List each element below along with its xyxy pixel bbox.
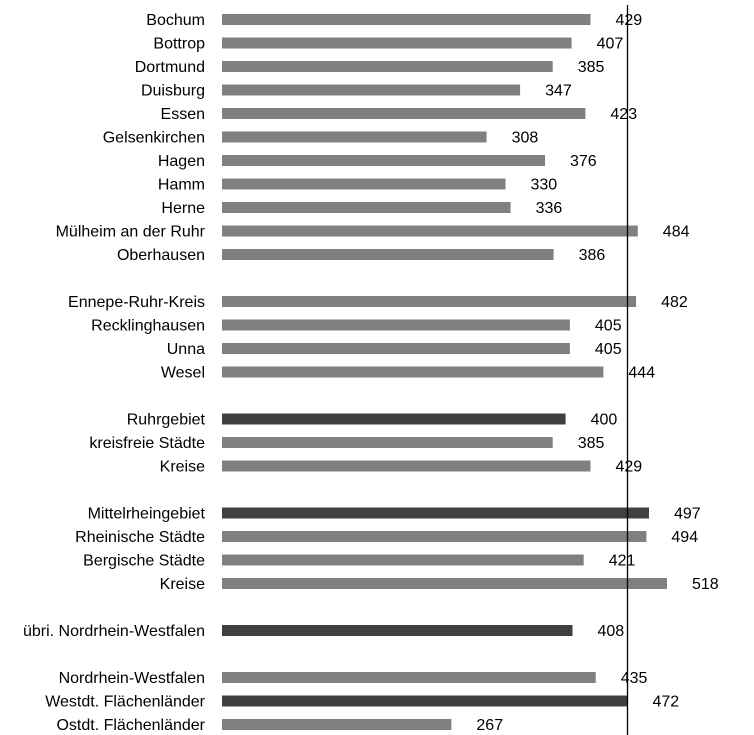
bar <box>222 202 511 213</box>
category-label: Kreise <box>160 576 205 593</box>
value-label: 336 <box>536 200 563 217</box>
category-label: Mittelrheingebiet <box>88 506 206 523</box>
value-label: 407 <box>597 36 624 53</box>
value-label: 386 <box>579 247 606 264</box>
bar <box>222 719 452 730</box>
value-label: 376 <box>570 153 597 170</box>
value-label: 421 <box>609 553 636 570</box>
category-label: Kreise <box>160 459 205 476</box>
bar <box>222 37 572 49</box>
category-label: Herne <box>161 200 205 217</box>
bar <box>222 366 604 378</box>
category-label: Dortmund <box>135 59 205 76</box>
category-label: Hagen <box>158 153 205 170</box>
bar <box>222 61 553 72</box>
value-label: 385 <box>578 435 605 452</box>
value-label: 472 <box>653 694 680 711</box>
bars-layer <box>222 14 667 730</box>
category-label: Ostdt. Flächenländer <box>56 717 205 734</box>
value-label: 484 <box>663 224 690 241</box>
value-label: 405 <box>595 318 622 335</box>
category-label: Ruhrgebiet <box>127 412 206 429</box>
bar <box>222 578 667 589</box>
category-label: Ennepe-Ruhr-Kreis <box>68 294 205 311</box>
bar <box>222 178 506 190</box>
category-label: Recklinghausen <box>91 318 205 335</box>
bar <box>222 108 586 119</box>
bar <box>222 155 545 166</box>
value-label: 482 <box>661 294 688 311</box>
bar <box>222 343 570 354</box>
category-label: Essen <box>161 106 205 123</box>
bar <box>222 507 649 519</box>
category-label: Mülheim an der Ruhr <box>56 224 206 241</box>
category-label: Bottrop <box>153 36 205 53</box>
value-label: 518 <box>692 576 719 593</box>
value-label: 429 <box>616 459 643 476</box>
value-label: 423 <box>610 106 637 123</box>
bar <box>222 695 628 707</box>
category-label: Rheinische Städte <box>75 529 205 546</box>
category-label: Duisburg <box>141 83 205 100</box>
value-label: 405 <box>595 341 622 358</box>
value-label: 444 <box>628 365 655 382</box>
bar <box>222 296 637 307</box>
bar <box>222 225 638 237</box>
value-label: 267 <box>476 717 503 734</box>
category-label: Hamm <box>158 177 205 194</box>
bar <box>222 413 566 425</box>
value-label: 435 <box>621 670 648 687</box>
category-label: Unna <box>167 341 205 358</box>
value-label: 400 <box>591 412 618 429</box>
category-label: Westdt. Flächenländer <box>45 694 205 711</box>
value-label: 308 <box>512 130 539 147</box>
category-label: Gelsenkirchen <box>103 130 205 147</box>
value-label: 429 <box>616 12 643 29</box>
category-label: Wesel <box>161 365 205 382</box>
category-label: kreisfreie Städte <box>89 435 205 452</box>
category-label: Oberhausen <box>117 247 205 264</box>
value-label: 494 <box>671 529 698 546</box>
category-label: Nordrhein-Westfalen <box>59 670 205 687</box>
bar <box>222 131 487 143</box>
bar <box>222 531 647 542</box>
bar <box>222 625 573 636</box>
value-label: 497 <box>674 506 701 523</box>
bar <box>222 460 591 472</box>
category-label: Bergische Städte <box>83 553 205 570</box>
bar <box>222 249 554 260</box>
bar <box>222 84 521 96</box>
bar <box>222 437 553 448</box>
value-label: 408 <box>598 623 625 640</box>
category-label: übri. Nordrhein-Westfalen <box>23 623 205 640</box>
bar <box>222 319 570 331</box>
labels-layer: Bochum 429 Bottrop 407 Dortmund 385 Duisburg 34… <box>23 12 719 734</box>
value-label: 330 <box>531 177 558 194</box>
value-label: 385 <box>578 59 605 76</box>
bar <box>222 554 584 566</box>
category-label: Bochum <box>146 12 205 29</box>
bar <box>222 14 591 25</box>
value-label: 347 <box>545 83 572 100</box>
bar <box>222 672 596 683</box>
